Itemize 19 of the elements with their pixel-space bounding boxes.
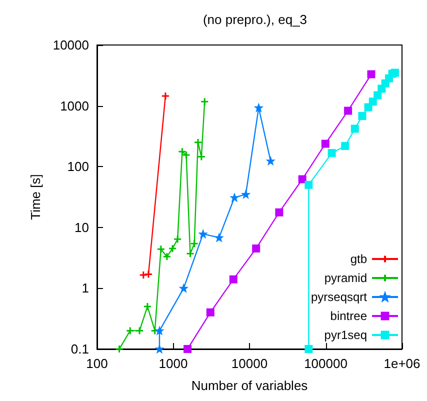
x-tick-label: 1000 xyxy=(158,356,188,371)
y-tick-label: 1000 xyxy=(60,98,89,114)
y-tick-label: 0.1 xyxy=(70,342,89,356)
x-tick-label: 100 xyxy=(86,356,108,371)
legend-label: gtb xyxy=(350,252,368,266)
x-tick-label: 100000 xyxy=(304,356,348,371)
y-axis-title: Time [s] xyxy=(28,174,43,220)
y-tick-label: 1 xyxy=(82,280,89,296)
x-tick-label: 1e+06 xyxy=(384,356,420,371)
chart-title: (no prepro.), eq_3 xyxy=(202,12,308,27)
legend-label: pyr1seq xyxy=(324,328,367,342)
legend-label: pyramid xyxy=(324,271,367,285)
x-axis-title: Number of variables xyxy=(191,378,308,393)
legend-label: pyrseqsqrt xyxy=(310,290,368,304)
y-tick-label: 10 xyxy=(74,220,89,235)
y-tick-label: 100 xyxy=(67,159,89,174)
legend-label: bintree xyxy=(330,309,368,323)
y-tick-label: 10000 xyxy=(52,38,89,52)
x-tick-label: 10000 xyxy=(231,356,268,371)
